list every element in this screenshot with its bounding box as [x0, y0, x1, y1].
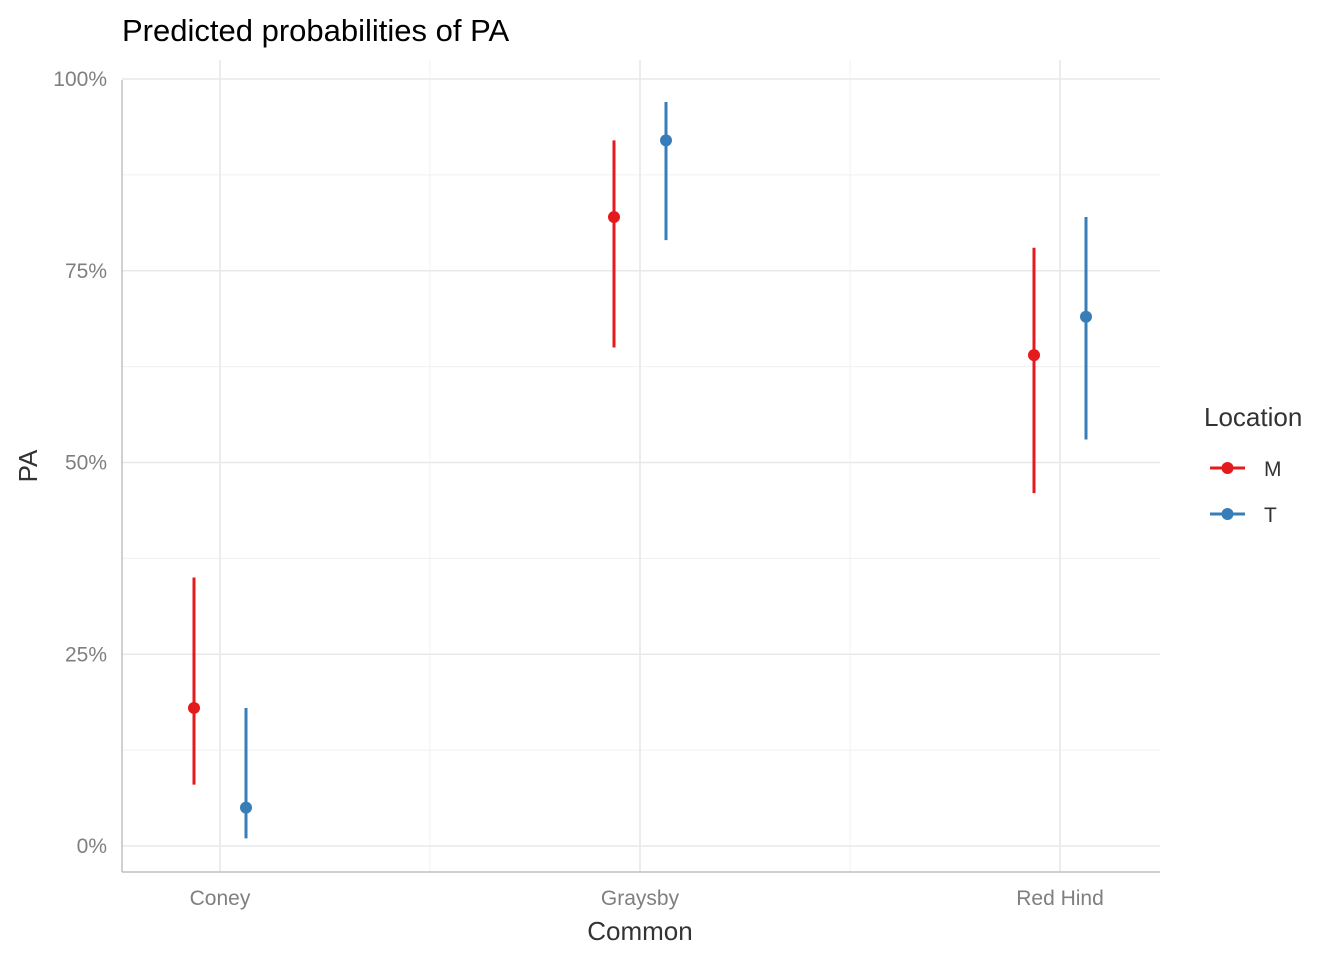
series-M — [188, 140, 1040, 785]
minor-gridlines-x — [429, 60, 851, 872]
y-tick-label: 100% — [53, 68, 107, 91]
y-tick-labels: 0% 25% 50% 75% 100% — [53, 68, 107, 858]
data-point — [188, 701, 200, 714]
x-tick-label: Graysby — [601, 887, 680, 910]
legend-label: M — [1264, 458, 1282, 481]
series-T — [240, 102, 1092, 839]
legend-label: T — [1264, 504, 1277, 527]
data-point — [608, 211, 620, 224]
minor-gridlines-y — [122, 174, 1160, 751]
x-tick-label: Coney — [190, 887, 251, 910]
legend-key-point — [1221, 462, 1234, 474]
major-gridlines-y — [122, 78, 1160, 847]
x-tick-labels: Coney Graysby Red Hind — [190, 887, 1104, 910]
major-gridlines-x — [219, 60, 1061, 872]
data-point — [240, 801, 252, 814]
y-tick-label: 50% — [65, 452, 107, 475]
y-axis-title: PA — [13, 449, 43, 482]
data-point — [1080, 310, 1092, 323]
x-axis-title: Common — [587, 916, 692, 946]
x-tick-label: Red Hind — [1016, 887, 1104, 910]
legend-title: Location — [1204, 402, 1302, 432]
legend-item-M: M — [1210, 458, 1282, 481]
legend-item-T: T — [1210, 504, 1277, 527]
chart-title: Predicted probabilities of PA — [122, 13, 509, 48]
y-tick-label: 25% — [65, 643, 107, 666]
data-point — [660, 134, 672, 147]
legend-key-point — [1221, 508, 1234, 520]
data-point — [1028, 349, 1040, 362]
data-marks — [188, 102, 1092, 839]
legend: Location MT — [1204, 402, 1302, 527]
y-tick-label: 75% — [65, 260, 107, 283]
y-tick-label: 0% — [77, 835, 107, 858]
legend-items: MT — [1210, 458, 1282, 527]
